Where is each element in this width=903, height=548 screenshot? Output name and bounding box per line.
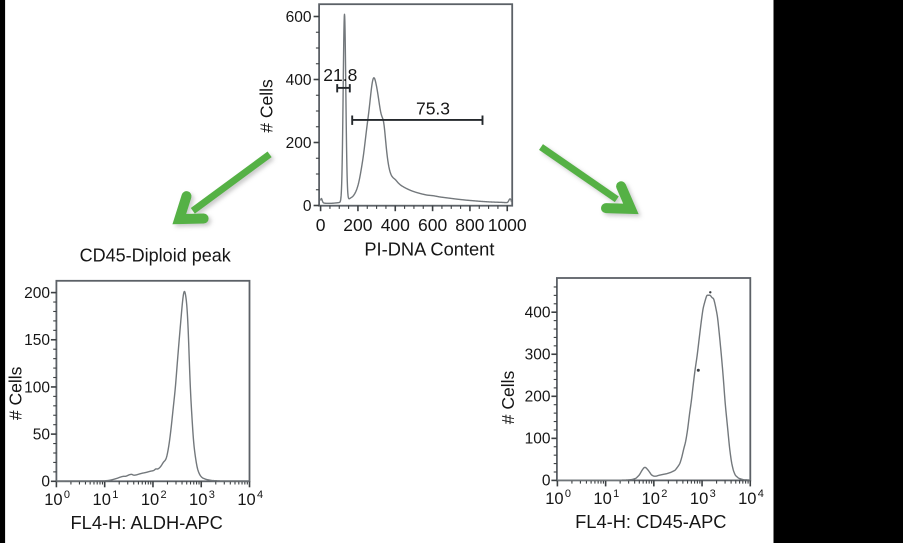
svg-text:300: 300 <box>525 347 551 364</box>
svg-text:600: 600 <box>286 9 312 26</box>
svg-text:100: 100 <box>24 379 50 396</box>
svg-text:2: 2 <box>661 488 667 500</box>
svg-text:150: 150 <box>24 332 50 349</box>
svg-text:0: 0 <box>64 489 70 501</box>
svg-text:# Cells: # Cells <box>498 371 518 425</box>
svg-text:10: 10 <box>44 491 62 509</box>
svg-text:75.3: 75.3 <box>416 99 450 119</box>
svg-text:PI-DNA Content: PI-DNA Content <box>364 239 494 260</box>
svg-text:0: 0 <box>41 474 50 491</box>
svg-text:400: 400 <box>286 72 312 89</box>
svg-text:0: 0 <box>316 215 326 235</box>
svg-text:10: 10 <box>690 490 708 508</box>
svg-text:1: 1 <box>613 488 619 500</box>
svg-text:10: 10 <box>545 490 563 508</box>
svg-text:10: 10 <box>189 491 207 509</box>
svg-text:400: 400 <box>381 215 410 235</box>
svg-text:3: 3 <box>209 489 215 501</box>
svg-text:10: 10 <box>642 490 660 508</box>
svg-text:10: 10 <box>738 490 756 508</box>
svg-text:0: 0 <box>565 488 571 500</box>
svg-text:1: 1 <box>112 489 118 501</box>
svg-text:800: 800 <box>455 215 484 235</box>
svg-text:2: 2 <box>161 489 167 501</box>
svg-text:200: 200 <box>24 285 50 302</box>
svg-text:1000: 1000 <box>488 215 527 235</box>
svg-text:10: 10 <box>93 491 111 509</box>
svg-text:FL4-H: ALDH-APC: FL4-H: ALDH-APC <box>71 512 223 533</box>
svg-text:0: 0 <box>542 473 551 490</box>
svg-text:3: 3 <box>710 488 716 500</box>
svg-text:100: 100 <box>525 431 551 448</box>
svg-text:4: 4 <box>758 488 764 500</box>
svg-text:50: 50 <box>33 426 51 443</box>
svg-text:10: 10 <box>141 491 159 509</box>
svg-text:21.8: 21.8 <box>323 65 357 85</box>
svg-text:10: 10 <box>237 491 255 509</box>
svg-text:CD45-Diploid peak: CD45-Diploid peak <box>80 246 232 266</box>
svg-text:0: 0 <box>303 198 312 215</box>
svg-text:200: 200 <box>286 135 312 152</box>
svg-text:200: 200 <box>525 389 551 406</box>
svg-text:FL4-H: CD45-APC: FL4-H: CD45-APC <box>575 511 726 532</box>
svg-text:400: 400 <box>525 305 551 322</box>
svg-text:10: 10 <box>593 490 611 508</box>
svg-text:600: 600 <box>418 215 447 235</box>
svg-text:200: 200 <box>343 215 372 235</box>
svg-text:# Cells: # Cells <box>6 366 26 420</box>
svg-text:# Cells: # Cells <box>256 79 276 133</box>
svg-text:4: 4 <box>257 489 263 501</box>
